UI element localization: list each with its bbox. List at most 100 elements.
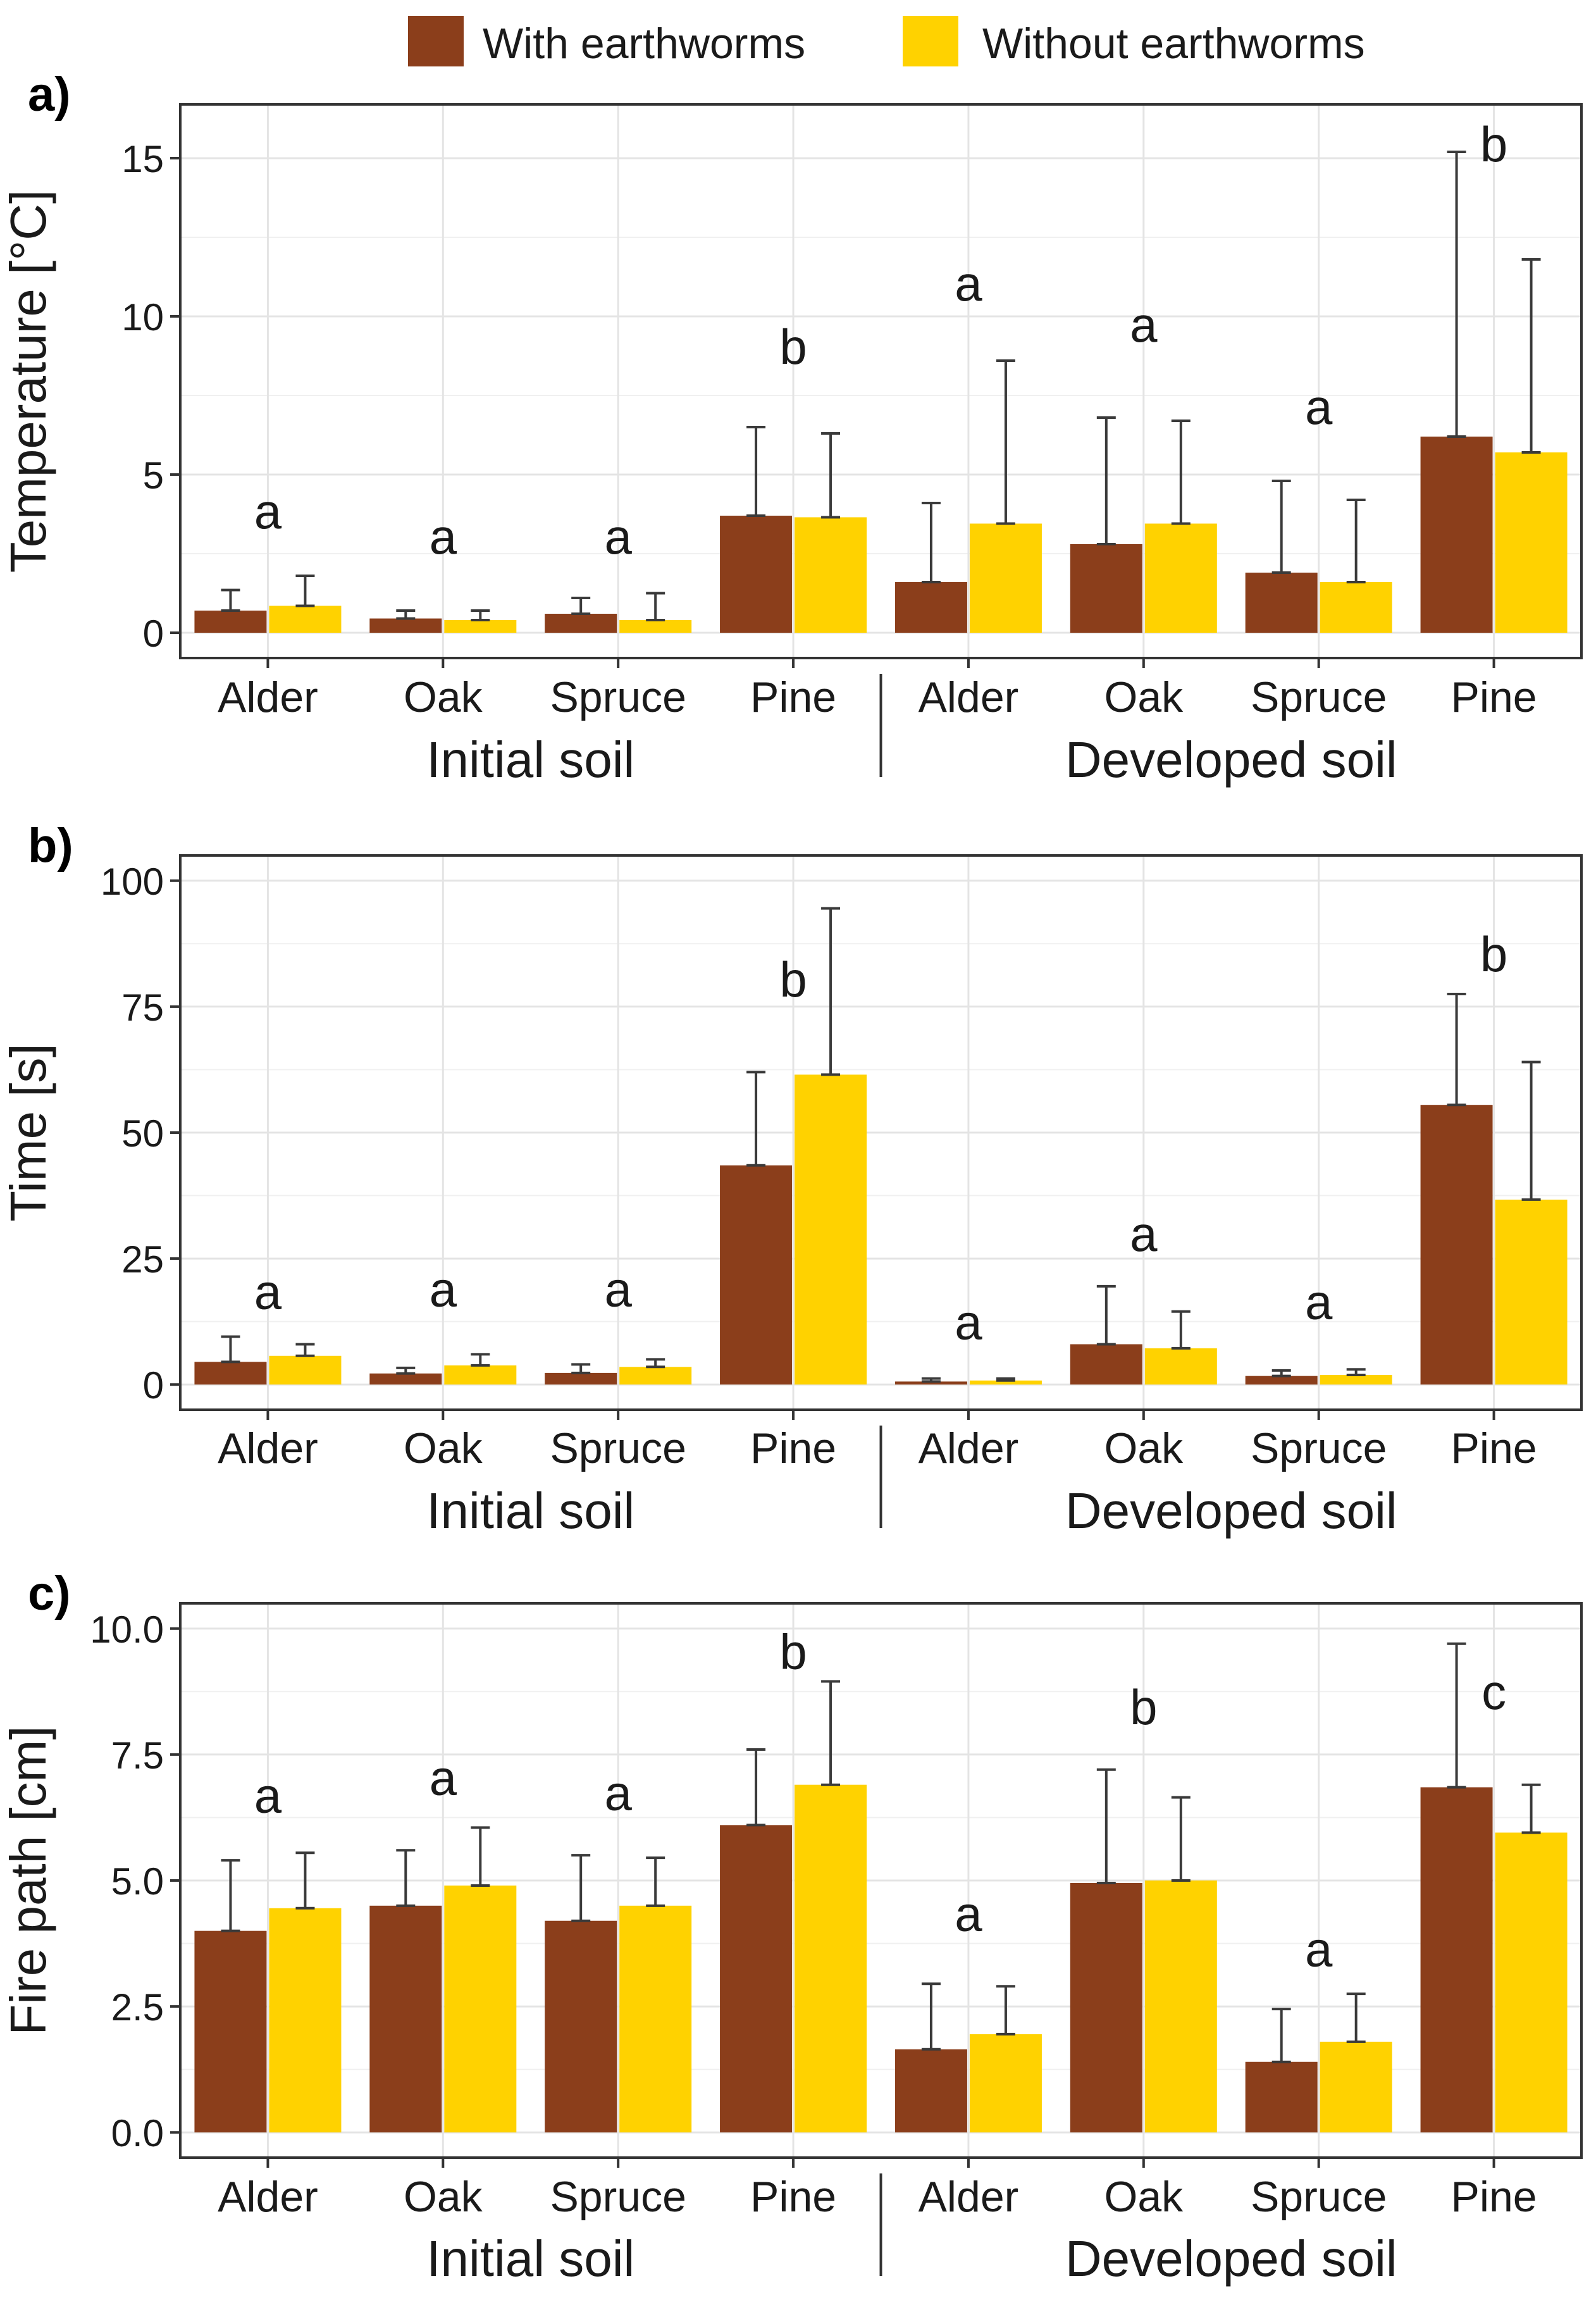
group-label: Developed soil bbox=[1065, 1483, 1397, 1539]
x-tick-label: Pine bbox=[1451, 673, 1537, 721]
bar-without-earthworms bbox=[1320, 582, 1392, 633]
x-tick-label: Oak bbox=[404, 1424, 483, 1472]
y-tick-label: 50 bbox=[121, 1112, 164, 1155]
bar-with-earthworms bbox=[1245, 2061, 1318, 2133]
y-tick-label: 15 bbox=[121, 138, 164, 180]
x-tick-label: Pine bbox=[750, 673, 836, 721]
bar-with-earthworms bbox=[369, 1373, 442, 1385]
legend-swatch-with-earthworms bbox=[408, 16, 464, 66]
bar-without-earthworms bbox=[795, 517, 867, 633]
x-tick-label: Oak bbox=[1104, 673, 1184, 721]
panel-tag: a) bbox=[28, 68, 71, 121]
legend-swatch-without-earthworms bbox=[903, 16, 958, 66]
bar-without-earthworms bbox=[969, 2034, 1042, 2133]
significance-letter: a bbox=[1130, 1206, 1158, 1262]
group-label: Initial soil bbox=[426, 731, 634, 788]
bar-with-earthworms bbox=[720, 1165, 793, 1385]
bar-without-earthworms bbox=[795, 1784, 867, 2133]
bar-with-earthworms bbox=[1070, 1882, 1142, 2133]
panel-3: a a a b a b a c 0.0 2.5 5.0 7.5 10.0 Alder Oak Spruce Pi… bbox=[0, 1567, 1583, 2287]
y-tick-label: 25 bbox=[121, 1238, 164, 1281]
bar-without-earthworms bbox=[1320, 2041, 1392, 2133]
bar-without-earthworms bbox=[1495, 1832, 1568, 2133]
x-tick-label: Pine bbox=[750, 1424, 836, 1472]
x-tick-label: Pine bbox=[1451, 2173, 1537, 2221]
group-label: Initial soil bbox=[426, 1483, 634, 1539]
bar-with-earthworms bbox=[894, 1381, 967, 1385]
x-tick-label: Oak bbox=[404, 673, 483, 721]
bar-without-earthworms bbox=[444, 1885, 517, 2133]
bar-with-earthworms bbox=[194, 1362, 267, 1385]
y-axis-title: Temperature [°C] bbox=[0, 190, 56, 573]
x-tick-label: Oak bbox=[1104, 1424, 1184, 1472]
significance-letter: a bbox=[254, 483, 282, 539]
x-tick-label: Spruce bbox=[550, 673, 686, 721]
significance-letter: a bbox=[1305, 1921, 1333, 1977]
y-tick-label: 5.0 bbox=[111, 1860, 164, 1903]
bar-without-earthworms bbox=[1495, 452, 1568, 633]
bar-without-earthworms bbox=[269, 606, 342, 633]
bar-without-earthworms bbox=[1320, 1375, 1392, 1385]
significance-letter: a bbox=[1130, 297, 1158, 352]
bar-without-earthworms bbox=[444, 1365, 517, 1385]
bar-without-earthworms bbox=[619, 620, 692, 633]
y-tick-label: 7.5 bbox=[111, 1734, 164, 1777]
y-tick-label: 0 bbox=[143, 1364, 164, 1407]
bar-with-earthworms bbox=[1420, 437, 1493, 633]
bar-with-earthworms bbox=[1070, 544, 1142, 633]
panel-1: a a a b a a a b 0 5 10 15 Alder Oak Spruce Pine Alder Oak… bbox=[0, 68, 1583, 788]
x-tick-label: Alder bbox=[919, 673, 1019, 721]
bar-without-earthworms bbox=[1144, 1348, 1217, 1385]
significance-letter: a bbox=[604, 1765, 632, 1821]
legend-label-with-earthworms: With earthworms bbox=[483, 20, 805, 68]
significance-letter: b bbox=[1130, 1679, 1157, 1735]
x-tick-label: Alder bbox=[919, 2173, 1019, 2221]
significance-letter: b bbox=[779, 319, 807, 375]
bar-without-earthworms bbox=[444, 620, 517, 633]
bar-with-earthworms bbox=[894, 2049, 967, 2133]
bar-with-earthworms bbox=[1245, 573, 1318, 633]
x-tick-label: Spruce bbox=[550, 2173, 686, 2221]
bar-with-earthworms bbox=[194, 611, 267, 633]
panel-tag: b) bbox=[28, 819, 73, 873]
significance-letter: a bbox=[430, 1262, 457, 1317]
y-tick-label: 2.5 bbox=[111, 1986, 164, 2029]
x-tick-label: Oak bbox=[404, 2173, 483, 2221]
x-tick-label: Pine bbox=[1451, 1424, 1537, 1472]
bar-with-earthworms bbox=[1070, 1344, 1142, 1385]
group-label: Developed soil bbox=[1065, 2230, 1397, 2287]
bar-with-earthworms bbox=[1420, 1787, 1493, 2133]
y-axis-title: Fire path [cm] bbox=[0, 1725, 56, 2035]
legend: With earthworms Without earthworms bbox=[408, 16, 1365, 68]
panel-2: a a a b a a a b 0 25 50 75 100 Alder Oak Spruce Pine Alde… bbox=[0, 819, 1583, 1539]
bar-with-earthworms bbox=[369, 618, 442, 633]
x-tick-label: Spruce bbox=[550, 1424, 686, 1472]
bar-without-earthworms bbox=[1144, 523, 1217, 633]
y-tick-label: 75 bbox=[121, 986, 164, 1029]
bar-without-earthworms bbox=[1495, 1199, 1568, 1385]
significance-letter: a bbox=[430, 509, 457, 564]
plot-background bbox=[180, 104, 1581, 658]
bar-without-earthworms bbox=[795, 1074, 867, 1385]
x-tick-label: Alder bbox=[218, 1424, 318, 1472]
significance-letter: b bbox=[1480, 926, 1507, 982]
bar-without-earthworms bbox=[969, 523, 1042, 633]
x-tick-label: Oak bbox=[1104, 2173, 1184, 2221]
x-tick-label: Spruce bbox=[1251, 673, 1387, 721]
y-tick-label: 5 bbox=[143, 454, 164, 497]
bar-with-earthworms bbox=[720, 516, 793, 633]
significance-letter: c bbox=[1482, 1664, 1506, 1720]
significance-letter: a bbox=[955, 1886, 982, 1942]
bar-with-earthworms bbox=[194, 1930, 267, 2133]
bar-without-earthworms bbox=[269, 1355, 342, 1385]
significance-letter: b bbox=[1480, 116, 1507, 172]
significance-letter: b bbox=[779, 1624, 807, 1680]
bar-with-earthworms bbox=[720, 1825, 793, 2133]
significance-letter: a bbox=[1305, 379, 1333, 435]
group-label: Initial soil bbox=[426, 2230, 634, 2287]
bar-without-earthworms bbox=[1144, 1880, 1217, 2133]
significance-letter: a bbox=[955, 256, 982, 311]
y-axis-title: Time [s] bbox=[0, 1043, 56, 1221]
panel-tag: c) bbox=[28, 1567, 71, 1620]
